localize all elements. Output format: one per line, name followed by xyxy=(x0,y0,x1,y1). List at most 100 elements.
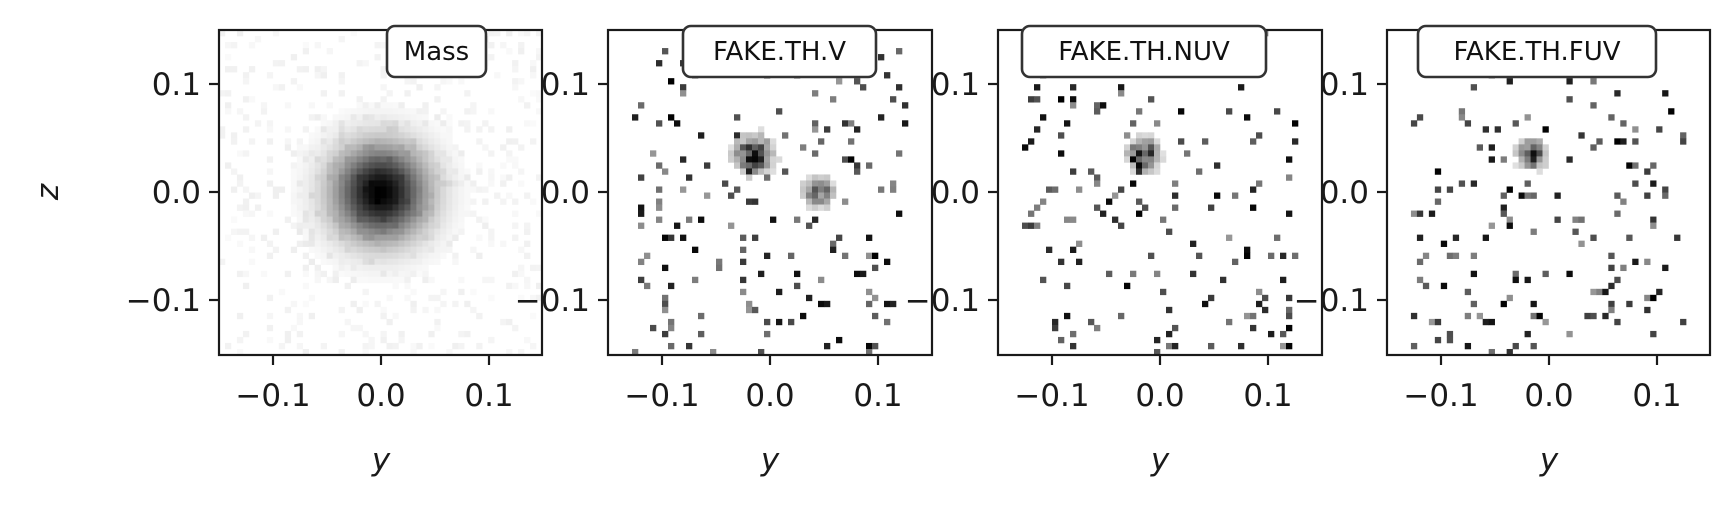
heatmap-cell xyxy=(506,348,513,356)
heatmap-cell xyxy=(878,114,885,121)
heatmap-cell xyxy=(410,78,417,85)
heatmap-cell xyxy=(812,90,819,97)
heatmap-cell xyxy=(302,168,310,175)
heatmap-cell xyxy=(1530,342,1537,350)
heatmap-cell xyxy=(428,276,435,284)
heatmap-cell xyxy=(536,54,543,61)
heatmap-cell xyxy=(1256,180,1263,187)
heatmap-cell xyxy=(434,114,441,121)
heatmap-cell xyxy=(530,138,537,145)
heatmap-cell xyxy=(752,144,759,151)
heatmap-cell xyxy=(536,210,543,217)
heatmap-cell xyxy=(392,108,399,115)
heatmap-cell xyxy=(308,132,315,139)
heatmap-cell xyxy=(434,144,441,151)
heatmap-cell xyxy=(308,198,315,205)
heatmap-cell xyxy=(752,162,759,169)
heatmap-cell xyxy=(219,258,226,266)
heatmap-cell xyxy=(458,162,465,169)
heatmap-cell xyxy=(362,150,369,157)
heatmap-cell xyxy=(434,198,441,205)
heatmap-cell xyxy=(464,330,471,338)
heatmap-cell xyxy=(428,228,435,235)
heatmap-cell xyxy=(380,192,387,199)
heatmap-cell xyxy=(896,150,903,157)
heatmap-cell xyxy=(344,120,351,127)
heatmap-cell xyxy=(842,120,849,127)
heatmap-cell xyxy=(524,192,531,199)
heatmap-cell xyxy=(902,102,909,109)
panel-title: Mass xyxy=(404,37,469,67)
heatmap-cell xyxy=(302,144,310,151)
heatmap-cell xyxy=(1524,156,1531,163)
heatmap-cell xyxy=(350,162,357,169)
heatmap-cell xyxy=(320,246,327,253)
heatmap-cell xyxy=(452,186,459,193)
heatmap-cell xyxy=(368,180,375,187)
heatmap-cell xyxy=(362,342,369,350)
heatmap-cell xyxy=(812,150,819,157)
heatmap-cell xyxy=(404,198,411,205)
heatmap-cell xyxy=(278,60,286,67)
heatmap-cell xyxy=(1022,222,1029,229)
heatmap-cell xyxy=(422,258,429,266)
heatmap-cell xyxy=(398,174,405,181)
heatmap-cell xyxy=(332,180,339,187)
heatmap-cell xyxy=(314,156,321,163)
heatmap-cell xyxy=(314,198,321,205)
heatmap-cell xyxy=(494,30,501,37)
heatmap-cell xyxy=(518,168,525,175)
heatmap-cell xyxy=(488,228,495,235)
heatmap-cell xyxy=(638,210,645,217)
heatmap-cell xyxy=(746,162,753,169)
heatmap-cell xyxy=(416,174,423,181)
heatmap-cell xyxy=(422,192,429,199)
heatmap-cell xyxy=(1632,138,1639,145)
heatmap-cell xyxy=(380,216,387,223)
heatmap-cell xyxy=(278,186,286,193)
heatmap-cell xyxy=(1142,150,1149,157)
heatmap-cell xyxy=(1500,210,1507,217)
heatmap-cell xyxy=(746,306,753,314)
heatmap-cell xyxy=(338,120,345,127)
heatmap-cell xyxy=(422,216,429,223)
heatmap-cell xyxy=(416,138,423,145)
heatmap-cell xyxy=(464,174,471,181)
heatmap-cell xyxy=(500,42,507,49)
heatmap-cell xyxy=(740,168,747,175)
heatmap-cell xyxy=(872,342,879,350)
heatmap-cell xyxy=(1118,222,1125,229)
heatmap-cell xyxy=(386,108,393,115)
heatmap-cell xyxy=(1154,270,1161,278)
heatmap-cell xyxy=(296,174,304,181)
heatmap-cell xyxy=(458,210,465,217)
heatmap-cell xyxy=(326,132,333,139)
heatmap-cell xyxy=(1154,144,1161,151)
heatmap-cell xyxy=(824,192,831,199)
heatmap-cell xyxy=(338,198,345,205)
heatmap-cell xyxy=(368,216,375,223)
heatmap-cell xyxy=(1280,342,1287,350)
heatmap-cell xyxy=(434,228,441,235)
heatmap-cell xyxy=(650,150,657,157)
heatmap-cell xyxy=(512,156,519,163)
heatmap-cell xyxy=(350,222,357,229)
heatmap-cell xyxy=(308,216,315,223)
heatmap-cell xyxy=(1590,312,1597,320)
heatmap-cell xyxy=(242,126,250,133)
heatmap-cell xyxy=(296,168,304,175)
heatmap-cell xyxy=(362,102,369,109)
heatmap-cell xyxy=(458,330,465,338)
heatmap-cell xyxy=(764,150,771,157)
heatmap-cell xyxy=(422,144,429,151)
heatmap-cell xyxy=(350,270,357,278)
heatmap-cell xyxy=(368,144,375,151)
heatmap-cell xyxy=(308,294,315,302)
heatmap-cell xyxy=(308,204,315,211)
heatmap-cell xyxy=(368,174,375,181)
heatmap-cell xyxy=(332,132,339,139)
heatmap-cell xyxy=(398,108,405,115)
heatmap-cell xyxy=(632,348,639,356)
heatmap-cell xyxy=(392,102,399,109)
heatmap-cell xyxy=(482,186,489,193)
